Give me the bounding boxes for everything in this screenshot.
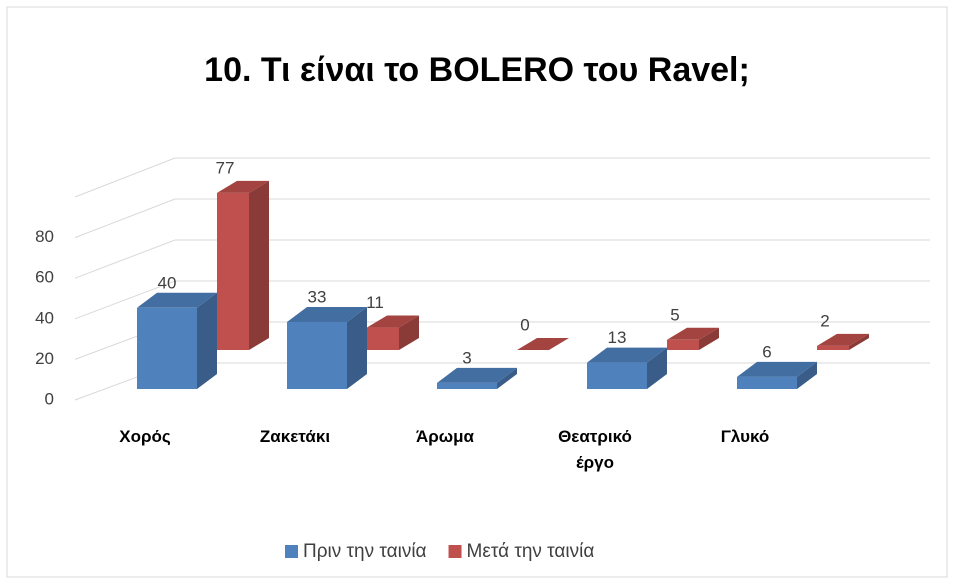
data-label: 33 <box>308 287 327 306</box>
bar-side <box>497 367 517 389</box>
grid-line <box>74 157 930 198</box>
bar-top <box>137 292 217 308</box>
bar-side <box>647 347 667 389</box>
legend-label: Μετά την ταινία <box>467 541 595 562</box>
bar-side <box>849 333 869 350</box>
bar <box>287 322 347 389</box>
grid-line <box>74 198 930 239</box>
data-label: 11 <box>366 293 384 312</box>
data-label: 3 <box>462 348 471 367</box>
y-tick-label: 20 <box>35 349 54 368</box>
bar <box>667 339 699 350</box>
grid-line <box>74 280 930 320</box>
bar-top <box>817 333 869 346</box>
legend-swatch <box>448 545 462 558</box>
x-tick-label: Χορός <box>119 427 171 446</box>
bar-top <box>367 315 419 328</box>
bar-top <box>587 347 667 363</box>
bar-side <box>197 292 217 389</box>
y-tick-label: 60 <box>35 268 54 287</box>
bar-side <box>797 361 817 389</box>
bar-top <box>437 367 517 383</box>
grid-line <box>74 239 930 279</box>
x-tick-label: Ζακετάκι <box>259 427 331 446</box>
bar <box>437 382 497 389</box>
x-tick-label: Άρωμα <box>415 427 474 446</box>
legend-label: Πριν την ταινία <box>303 541 427 562</box>
y-tick-label: 0 <box>45 389 54 408</box>
bar-side <box>399 315 419 350</box>
bar-top <box>517 338 569 350</box>
bar <box>817 345 849 350</box>
data-label: 2 <box>820 311 829 330</box>
bar-top <box>287 307 367 323</box>
data-label: 0 <box>520 315 529 334</box>
bar-side <box>699 327 719 350</box>
data-label: 6 <box>762 342 771 361</box>
chart-border <box>6 6 948 578</box>
y-tick-label: 80 <box>35 227 54 246</box>
bar-top <box>667 327 719 340</box>
bar-top <box>737 361 817 377</box>
data-label: 40 <box>158 273 177 292</box>
chart-title: 10. Τι είναι το BOLERO του Ravel; <box>204 51 750 89</box>
data-label: 5 <box>670 305 679 324</box>
bar-top <box>217 180 269 193</box>
bar-side <box>249 180 269 350</box>
y-tick-label: 40 <box>35 308 54 327</box>
bar <box>137 307 197 389</box>
x-tick-label: Γλυκό <box>720 427 770 446</box>
bar <box>367 327 399 350</box>
bar <box>737 376 797 389</box>
x-tick-label: Θεατρικό έργο <box>558 427 632 472</box>
data-label: 77 <box>216 158 235 177</box>
bar-side <box>347 307 367 389</box>
bar <box>587 362 647 389</box>
data-label: 13 <box>608 328 627 347</box>
bar <box>217 192 249 350</box>
legend-swatch <box>285 545 298 558</box>
